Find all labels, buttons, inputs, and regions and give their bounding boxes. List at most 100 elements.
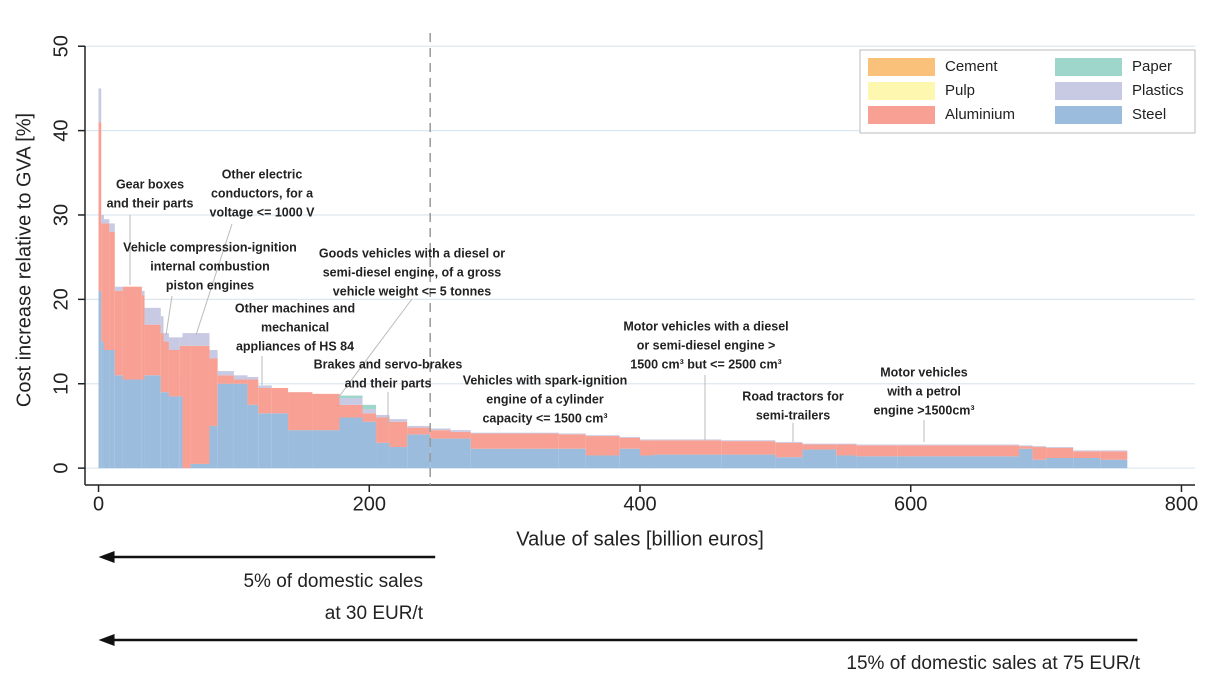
bar-segment <box>802 443 837 445</box>
bar-segment <box>179 345 183 397</box>
x-axis-label: Value of sales [billion euros] <box>516 528 764 550</box>
bar-segment <box>856 456 898 469</box>
x-tick-label: 400 <box>623 493 656 515</box>
bar-segment <box>558 448 586 469</box>
bar-segment <box>653 439 722 441</box>
bar-segment <box>640 440 654 456</box>
bar-segment <box>103 223 110 350</box>
bar-segment <box>209 425 218 469</box>
bar-segment <box>721 441 776 455</box>
bar-segment <box>653 440 722 455</box>
bar-segment <box>1046 447 1074 458</box>
bar-segment <box>339 395 363 399</box>
bar-segment <box>101 214 104 224</box>
bar-segment <box>450 430 471 432</box>
annotation: internal combustion <box>150 259 269 273</box>
bar-segment <box>1032 446 1047 448</box>
bar-segment <box>247 376 259 380</box>
legend-label: Pulp <box>945 82 975 99</box>
bar-segment <box>233 379 248 384</box>
arrow-head <box>98 551 115 563</box>
bar-segment <box>802 449 837 469</box>
annotation: and their parts <box>107 196 194 210</box>
note: at 30 EUR/t <box>325 603 424 624</box>
bar-segment <box>209 349 218 359</box>
bar-segment <box>450 431 471 439</box>
bar-segment <box>1019 446 1033 449</box>
bar-segment <box>190 333 210 346</box>
bar-segment <box>217 383 234 469</box>
y-tick-label: 30 <box>50 204 72 226</box>
annotation-pointer <box>165 295 173 336</box>
y-tick-label: 0 <box>50 463 72 474</box>
bar-segment <box>897 444 1020 446</box>
bar-segment <box>233 383 248 469</box>
annotation: Motor vehicles with a diesel <box>623 319 788 333</box>
bar-segment <box>430 438 451 469</box>
bar-segment <box>619 436 640 438</box>
bar-segment <box>1032 447 1047 460</box>
bar-segment <box>897 445 1020 457</box>
y-axis-label: Cost increase relative to GVA [%] <box>13 113 35 407</box>
bar-segment <box>182 345 191 469</box>
bar-segment <box>470 432 559 434</box>
annotation-pointer <box>337 298 413 399</box>
bar-segment <box>362 409 377 414</box>
bar-segment <box>653 454 722 469</box>
bar-segment <box>160 392 164 469</box>
y-tick-label: 10 <box>50 373 72 395</box>
bar-segment <box>585 455 620 469</box>
bar-segment <box>407 425 431 428</box>
bar-segment <box>856 444 898 446</box>
bar-segment <box>209 358 218 426</box>
note: 5% of domestic sales <box>243 571 423 592</box>
bar-segment <box>721 454 776 469</box>
bar-segment <box>1100 451 1128 460</box>
bar-segment <box>836 443 857 445</box>
bar-segment <box>1073 450 1101 452</box>
y-tick-label: 50 <box>50 35 72 57</box>
bar-segment <box>389 421 408 448</box>
bar-segment <box>288 392 313 431</box>
bar-segment <box>101 223 104 342</box>
annotation: and their parts <box>345 376 432 390</box>
bar-segment <box>775 441 803 443</box>
x-tick-label: 200 <box>353 493 386 515</box>
annotation: capacity <= 1500 cm³ <box>482 411 607 425</box>
bar-segment <box>721 440 776 442</box>
bar-segment <box>450 438 471 469</box>
legend-label: Cement <box>945 58 998 75</box>
bar-segment <box>122 379 142 469</box>
bar-segment <box>217 371 234 376</box>
bar-segment <box>98 290 102 469</box>
bar-segment <box>98 88 102 123</box>
bar-segment <box>168 396 180 469</box>
bar-segment <box>376 417 390 443</box>
bar-segment <box>141 379 145 469</box>
bar-segment <box>182 333 191 346</box>
annotation: Gear boxes <box>116 177 184 191</box>
bar-segment <box>103 349 110 469</box>
arrow-head <box>98 634 115 646</box>
bar-segment <box>407 434 431 469</box>
bar-segment <box>233 375 248 380</box>
bar-segment <box>168 337 180 350</box>
bar-segment <box>190 345 210 464</box>
bar-segment <box>179 396 183 469</box>
bar-segment <box>802 444 837 450</box>
bar-segment <box>312 393 340 431</box>
annotation: Road tractors for <box>742 389 844 403</box>
x-tick-label: 0 <box>93 493 104 515</box>
bar-segment <box>160 316 164 334</box>
bar-segment <box>109 223 115 232</box>
legend-swatch <box>868 82 935 100</box>
bar-segment <box>114 290 123 376</box>
annotation: Vehicles with spark-ignition <box>463 373 628 387</box>
annotation: engine of a cylinder <box>486 392 604 406</box>
bar-segment <box>258 413 272 469</box>
bar-segment <box>101 341 104 469</box>
legend-swatch <box>868 106 935 124</box>
bar-segment <box>376 442 390 469</box>
bar-segment <box>1073 457 1101 469</box>
